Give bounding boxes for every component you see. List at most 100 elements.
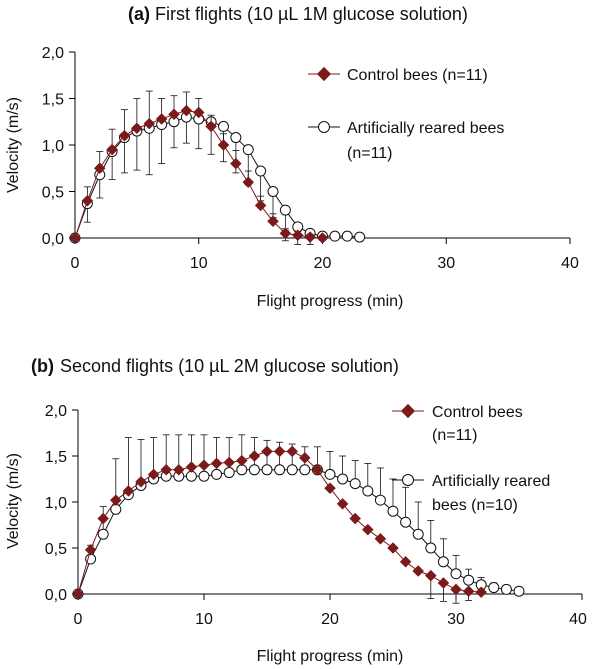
data-point-control [298,451,311,464]
data-point-control [462,585,475,598]
data-point-control [106,143,118,156]
ytick-label: 1,5 [42,92,64,109]
data-point-control [324,482,336,495]
data-point-reared [412,528,424,540]
data-point-control [279,227,292,240]
legend-b-reared-label-line1: Artificially reared [432,473,550,490]
chart-panel-a: (a) First flights (10 µL 1M glucose solu… [5,4,579,310]
data-point-control [316,232,329,244]
chart-b-ylabel: Velocity (m/s) [5,453,22,549]
data-point-reared [463,574,475,586]
data-point-control [248,450,261,462]
data-point-reared [230,132,242,144]
chart-a-xticks: 0 10 20 30 40 [71,238,579,272]
data-point-control [230,157,242,170]
chart-b-legend: Control bees (n=11) Artificially reared … [392,403,550,514]
data-point-reared [400,516,412,528]
data-point-control [291,229,304,242]
data-point-control [210,457,223,470]
data-point-reared [97,528,109,540]
data-point-control [273,445,286,458]
data-point-reared [513,585,525,597]
data-point-reared [223,467,235,479]
data-point-control [118,129,131,142]
chart-b-xlabel: Flight progress (min) [257,648,404,665]
ytick-label: 0,0 [42,231,64,248]
data-point-reared [211,468,223,480]
data-point-control [84,543,97,556]
data-point-reared [248,464,260,476]
data-point-control [168,108,180,121]
data-point-control [223,456,236,469]
chart-panel-b: (b) Second flights (10 µL 2M glucose sol… [5,356,587,665]
data-point-reared [362,485,374,497]
data-point-control [97,512,110,525]
data-point-reared [437,556,449,568]
data-point-reared [374,494,386,506]
data-point-control [311,463,324,476]
ytick-label: 2,0 [42,45,64,62]
chart-a-xlabel: Flight progress (min) [257,293,404,310]
data-point-reared [500,583,512,595]
data-point-control [412,565,425,577]
data-point-control [135,475,147,488]
data-point-control [450,583,462,596]
data-point-control [155,113,168,125]
data-point-control [349,512,362,525]
chart-a-yticks: 0,0 0,5 1,0 1,5 2,0 [42,45,75,248]
xtick-label: 30 [437,255,455,272]
xtick-label: 20 [321,611,339,628]
legend-b-reared-label-line2: bees (n=10) [432,497,518,514]
data-point-control [122,485,135,497]
data-point-control [437,577,450,589]
legend-b-reared-marker [402,474,414,486]
chart-a-panel-label: (a) [128,4,150,24]
ytick-label: 0,5 [42,185,64,202]
legend-a-control-marker [316,66,332,82]
data-point-reared [387,505,399,517]
xtick-label: 40 [569,611,587,628]
chart-b-yticks: 0,0 0,5 1,0 1,5 2,0 [45,403,78,604]
ytick-label: 0,0 [45,587,67,604]
data-point-control [192,106,205,119]
ytick-label: 2,0 [45,403,67,420]
data-point-control [205,120,217,133]
data-point-reared [354,231,366,243]
data-point-reared [255,165,267,177]
data-point-control [242,176,255,189]
ytick-label: 0,5 [45,541,67,558]
data-point-reared [488,582,500,594]
legend-a-control-label: Control bees (n=11) [347,67,488,84]
data-point-control [160,463,173,476]
data-point-reared [341,230,353,242]
data-point-control [185,461,198,473]
data-point-reared [324,468,336,480]
data-point-control [198,459,210,472]
data-point-reared [329,230,341,242]
data-point-control [93,162,106,175]
data-point-control [72,588,84,600]
chart-a-ylabel: Velocity (m/s) [5,97,22,193]
legend-b-control-marker [400,403,416,419]
legend-a-reared-label-line2: (n=11) [347,145,393,162]
data-point-reared [261,464,273,476]
xtick-label: 40 [561,255,579,272]
data-point-reared [299,464,311,476]
xtick-label: 30 [447,611,465,628]
legend-a-reared-marker [318,121,330,133]
xtick-label: 10 [190,255,208,272]
legend-a-reared-label-line1: Artificially reared bees [347,120,504,137]
legend-b-control-label-line2: (n=11) [432,427,478,444]
data-point-control [374,532,387,545]
xtick-label: 0 [74,611,83,628]
legend-b-control-label-line1: Control bees [432,404,523,421]
data-point-control [131,122,143,135]
data-point-control [143,117,156,130]
data-point-reared [425,542,437,554]
data-point-reared [218,120,229,132]
ytick-label: 1,5 [45,449,67,466]
data-point-reared [242,144,254,156]
data-point-control [180,104,193,117]
chart-b-xticks: 0 10 20 30 40 [74,594,587,628]
